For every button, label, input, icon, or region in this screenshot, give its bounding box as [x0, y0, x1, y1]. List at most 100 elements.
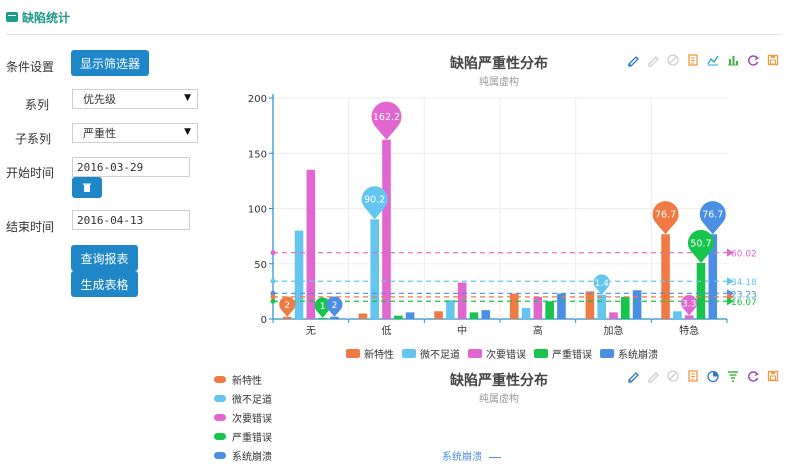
clear-icon[interactable]: [666, 53, 680, 67]
legend-item[interactable]: 严重错误: [534, 346, 592, 361]
bar: [597, 294, 606, 319]
funnel-icon[interactable]: [726, 369, 740, 383]
generate-table-button[interactable]: 生成表格: [71, 271, 138, 297]
legend-label: 严重错误: [552, 350, 592, 361]
end-time-input[interactable]: 2016-04-13: [72, 210, 190, 230]
subseries-label: 子系列: [15, 132, 52, 146]
start-time-input[interactable]: 2016-03-29: [72, 157, 190, 177]
legend-swatch: [214, 433, 226, 440]
legend-item[interactable]: 新特性: [214, 370, 272, 389]
erase-icon[interactable]: [646, 53, 660, 67]
legend-swatch: [600, 349, 614, 358]
x-tick-label: 中: [457, 324, 467, 337]
bar: [621, 296, 630, 319]
legend-label: 系统崩溃: [232, 452, 272, 463]
subseries-select[interactable]: 严重性 ▼: [72, 123, 198, 143]
restore-icon[interactable]: [746, 53, 760, 67]
end-time-label: 结束时间: [6, 220, 55, 234]
erase-icon[interactable]: [646, 369, 660, 383]
mark-point-label: 3.3: [682, 299, 696, 309]
bar: [434, 311, 443, 319]
data-view-icon[interactable]: [686, 53, 700, 67]
data-view-icon[interactable]: [686, 369, 700, 383]
chart-toolbox: [626, 53, 780, 67]
legend-label: 系统崩溃: [618, 350, 658, 361]
series-select[interactable]: 优先级 ▼: [72, 89, 198, 109]
show-filter-button[interactable]: 显示筛选器: [71, 50, 149, 76]
x-tick-label: 高: [533, 324, 543, 337]
save-image-icon[interactable]: [766, 369, 780, 383]
bar: [405, 312, 415, 319]
bar: [509, 293, 519, 319]
restore-icon[interactable]: [746, 369, 760, 383]
bar: [469, 312, 479, 319]
legend-item[interactable]: 新特性: [346, 346, 394, 361]
average-line-label: 60.02: [731, 250, 757, 260]
bar: [557, 293, 566, 319]
database-icon: [6, 12, 18, 22]
legend-item[interactable]: 系统崩溃: [214, 446, 272, 465]
chart-title: 缺陷严重性分布: [450, 56, 548, 72]
x-tick-label: 加急: [604, 324, 624, 337]
legend-swatch: [214, 414, 226, 421]
bar-chart-icon[interactable]: [726, 53, 740, 67]
line-chart-icon[interactable]: [706, 53, 720, 67]
legend-item[interactable]: 次要错误: [214, 408, 272, 427]
mark-point-label: 50.7: [690, 238, 711, 249]
mark-icon[interactable]: [626, 53, 640, 67]
start-time-label: 开始时间: [6, 166, 55, 180]
legend-label: 微不足道: [232, 395, 272, 406]
bar: [457, 282, 467, 319]
legend-item[interactable]: 微不足道: [214, 389, 272, 408]
mark-point-label: 2: [284, 301, 290, 311]
query-report-button[interactable]: 查询报表: [71, 245, 138, 271]
bar: [306, 169, 316, 319]
chart2-toolbox: [626, 369, 780, 383]
legend-item[interactable]: 微不足道: [402, 346, 460, 361]
bar: [282, 316, 292, 319]
bar: [708, 234, 718, 319]
y-tick-label: 150: [248, 149, 267, 160]
mark-point-label: 1: [320, 302, 326, 312]
average-line-start: [270, 298, 276, 304]
legend-swatch: [214, 376, 226, 383]
save-image-icon[interactable]: [766, 53, 780, 67]
bar: [294, 230, 304, 319]
y-tick-label: 200: [248, 94, 267, 105]
series-label: 系列: [25, 98, 50, 112]
legend-label: 次要错误: [232, 414, 272, 425]
mark-point-label: 76.7: [655, 210, 676, 221]
x-tick-label: 特急: [679, 324, 699, 337]
chevron-down-icon: ▼: [184, 93, 191, 103]
start-time-calendar-button[interactable]: [72, 177, 102, 198]
mark-point-label: 162.2: [373, 112, 400, 123]
bar: [545, 301, 554, 319]
mark-point-pin: [361, 186, 388, 220]
average-line-label: 16.07: [731, 298, 757, 308]
mark-point-label: 2: [332, 301, 338, 311]
legend-swatch: [534, 349, 548, 358]
average-line-arrow: [727, 289, 734, 298]
mark-point-label: 90.2: [364, 195, 385, 206]
mark-point-pin: [279, 296, 296, 317]
mark-icon[interactable]: [626, 369, 640, 383]
bar: [585, 291, 595, 319]
mark-point-pin: [314, 297, 331, 318]
legend-item[interactable]: 严重错误: [214, 427, 272, 446]
legend-item[interactable]: 系统崩溃: [600, 346, 658, 361]
y-tick-label: 0: [261, 315, 267, 326]
clear-icon[interactable]: [666, 369, 680, 383]
mark-point-pin: [593, 274, 610, 295]
condition-label: 条件设置: [6, 60, 55, 74]
subseries-select-value: 严重性: [83, 127, 116, 140]
bar: [673, 311, 682, 319]
chart2-legend: 新特性微不足道次要错误严重错误系统崩溃: [214, 370, 272, 465]
average-line-arrow: [727, 292, 734, 301]
trash-icon: [83, 183, 91, 192]
legend-item[interactable]: 次要错误: [468, 346, 526, 361]
legend-swatch: [214, 395, 226, 402]
bar: [632, 290, 642, 319]
bar: [370, 219, 379, 319]
bar: [521, 307, 531, 319]
pie-chart-icon[interactable]: [706, 369, 720, 383]
